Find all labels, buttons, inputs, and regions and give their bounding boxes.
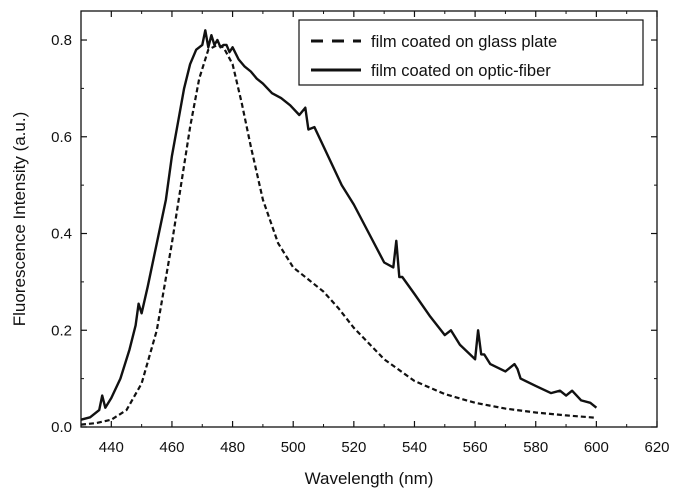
series-line-1 [80,43,597,426]
y-tick-label: 0.0 [51,419,72,436]
x-tick-label: 480 [220,439,245,456]
legend: film coated on glass plate film coated on… [298,19,644,86]
x-tick-label: 600 [584,439,609,456]
series-line-2 [80,29,598,421]
x-tick-label: 580 [523,439,548,456]
x-tick-label: 500 [281,439,306,456]
y-tick-label: 0.8 [51,32,72,49]
x-tick-label: 520 [341,439,366,456]
legend-label-1: film coated on glass plate [371,33,557,51]
y-tick-label: 0.4 [51,226,72,243]
series-layer [80,29,598,426]
plot-frame [80,10,658,428]
legend-box [298,19,644,86]
legend-label-2: film coated on optic-fiber [371,62,551,80]
y-tick-label: 0.2 [51,322,72,339]
x-tick-label: 620 [644,439,669,456]
x-tick-label: 460 [159,439,184,456]
x-tick-label: 540 [402,439,427,456]
y-tick-label: 0.6 [51,129,72,146]
y-axis-title: Fluorescence Intensity (a.u.) [10,112,29,326]
x-tick-label: 560 [463,439,488,456]
x-axis-title: Wavelength (nm) [305,469,434,488]
x-tick-label: 440 [99,439,124,456]
axes-layer: 440 460 480 500 520 540 560 580 600 620 0.0 0.2 0.4 0… [10,10,670,488]
